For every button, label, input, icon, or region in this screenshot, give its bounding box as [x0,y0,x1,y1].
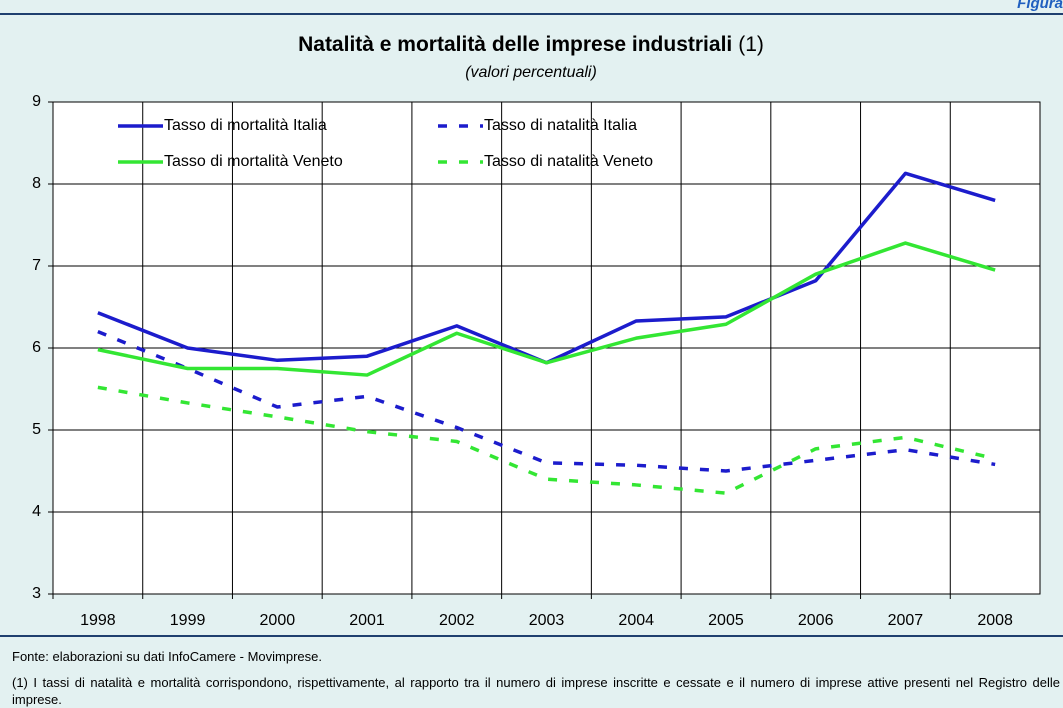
y-tick-label: 9 [32,93,41,110]
x-tick-label: 2003 [529,612,565,629]
x-tick-label: 2006 [798,612,834,629]
x-tick-label: 1998 [80,612,116,629]
x-tick-label: 2004 [618,612,654,629]
y-tick-label: 4 [32,503,41,520]
chart: Figura Natalità e mortalità delle impres… [0,0,1063,637]
y-tick-label: 5 [32,421,41,438]
footnote: (1) I tassi di natalità e mortalità corr… [12,675,1060,707]
series-line [97,241,996,377]
x-tick-label: 1999 [170,612,206,629]
x-tick-label: 2008 [977,612,1013,629]
x-tick-label: 2002 [439,612,475,629]
x-tick-label: 2005 [708,612,744,629]
y-tick-label: 8 [32,175,41,192]
legend-label: Tasso di mortalità Italia [164,117,327,134]
legend-label: Tasso di natalità Italia [484,117,637,134]
x-tick-label: 2001 [349,612,385,629]
legend-label: Tasso di mortalità Veneto [164,153,343,170]
figure-label: Figura [1017,0,1063,12]
source: Fonte: elaborazioni su dati InfoCamere -… [12,649,322,664]
title-main: Natalità e mortalità delle imprese indus… [298,33,732,56]
legend-label: Tasso di natalità Veneto [484,153,653,170]
y-tick-label: 7 [32,257,41,274]
series-line [97,385,996,495]
chart-subtitle: (valori percentuali) [465,64,597,81]
chart-title: Natalità e mortalità delle imprese indus… [298,33,764,56]
x-tick-label: 2007 [888,612,924,629]
title-note: (1) [738,33,764,56]
y-tick-label: 6 [32,339,41,356]
x-tick-label: 2000 [260,612,296,629]
y-tick-label: 3 [32,585,41,602]
